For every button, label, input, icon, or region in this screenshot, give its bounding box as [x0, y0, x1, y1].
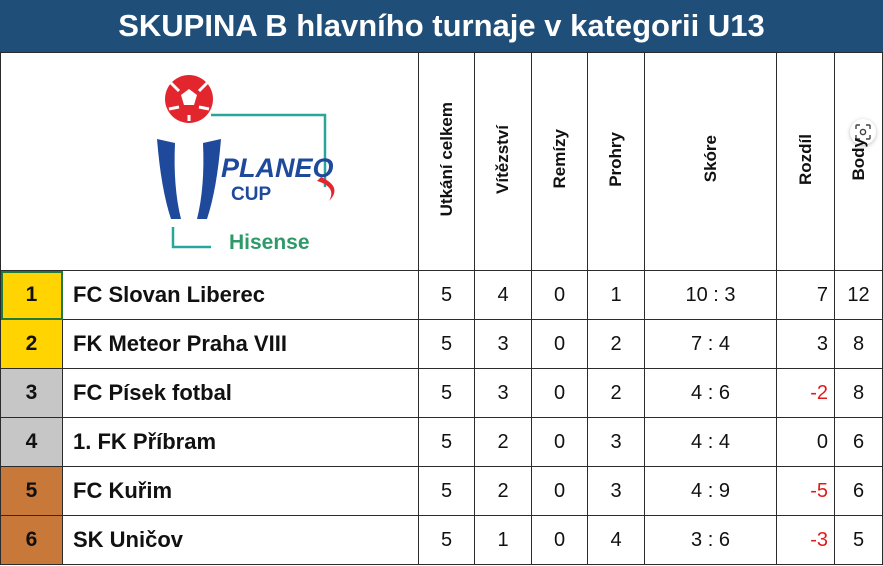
- points-cell[interactable]: 8: [834, 368, 883, 418]
- score-cell[interactable]: 10 : 3: [644, 270, 777, 320]
- header-points: Body: [834, 52, 883, 271]
- logo-frame-bottom: [171, 227, 211, 249]
- score-cell[interactable]: 7 : 4: [644, 319, 777, 369]
- position-cell[interactable]: 6: [0, 515, 63, 565]
- losses-cell[interactable]: 1: [587, 270, 645, 320]
- football-patch: [181, 89, 197, 105]
- diff-cell[interactable]: -3: [776, 515, 835, 565]
- position-cell[interactable]: 4: [0, 417, 63, 467]
- draws-cell[interactable]: 0: [531, 515, 588, 565]
- points-cell[interactable]: 6: [834, 466, 883, 516]
- wins-cell[interactable]: 3: [474, 319, 532, 369]
- logo-sponsor-text: Hisense: [229, 231, 310, 254]
- draws-cell[interactable]: 0: [531, 368, 588, 418]
- score-cell[interactable]: 4 : 9: [644, 466, 777, 516]
- standings-table: PLANEO CUP Hisense Utkání celkem Vítězst…: [0, 52, 883, 565]
- team-name[interactable]: FK Meteor Praha VIII: [62, 319, 419, 369]
- wins-cell[interactable]: 2: [474, 466, 532, 516]
- planeo-cup-logo: PLANEO CUP Hisense: [151, 69, 351, 259]
- wins-cell[interactable]: 1: [474, 515, 532, 565]
- header-diff: Rozdíl: [776, 52, 835, 271]
- diff-cell[interactable]: -5: [776, 466, 835, 516]
- football-seams: [168, 81, 210, 121]
- table-row: 1 FC Slovan Liberec 5 4 0 1 10 : 3 7 12: [0, 270, 883, 320]
- header-played: Utkání celkem: [418, 52, 475, 271]
- draws-cell[interactable]: 0: [531, 417, 588, 467]
- team-name[interactable]: FC Slovan Liberec: [62, 270, 419, 320]
- team-name[interactable]: FC Písek fotbal: [62, 368, 419, 418]
- draws-cell[interactable]: 0: [531, 270, 588, 320]
- header-row: PLANEO CUP Hisense Utkání celkem Vítězst…: [0, 52, 883, 271]
- draws-cell[interactable]: 0: [531, 466, 588, 516]
- played-cell[interactable]: 5: [418, 515, 475, 565]
- team-name[interactable]: SK Uničov: [62, 515, 419, 565]
- header-played-label: Utkání celkem: [436, 101, 456, 217]
- header-wins: Vítězství: [474, 52, 532, 271]
- losses-cell[interactable]: 3: [587, 466, 645, 516]
- trophy-right-arm: [197, 139, 221, 219]
- header-draws: Remízy: [531, 52, 588, 271]
- score-cell[interactable]: 4 : 4: [644, 417, 777, 467]
- trophy-left-arm: [157, 139, 181, 219]
- logo-graphic: [157, 75, 335, 249]
- screenshot-lens-icon[interactable]: [850, 119, 876, 145]
- header-losses: Prohry: [587, 52, 645, 271]
- position-cell[interactable]: 1: [0, 270, 63, 320]
- played-cell[interactable]: 5: [418, 270, 475, 320]
- team-name[interactable]: FC Kuřim: [62, 466, 419, 516]
- header-diff-label: Rozdíl: [795, 133, 815, 185]
- losses-cell[interactable]: 2: [587, 368, 645, 418]
- header-score-label: Skóre: [700, 135, 720, 183]
- diff-cell[interactable]: 3: [776, 319, 835, 369]
- wins-cell[interactable]: 3: [474, 368, 532, 418]
- header-losses-label: Prohry: [606, 131, 625, 187]
- table-row: 6 SK Uničov 5 1 0 4 3 : 6 -3 5: [0, 515, 883, 565]
- logo-swoosh: [317, 177, 335, 201]
- team-name[interactable]: 1. FK Příbram: [62, 417, 419, 467]
- diff-cell[interactable]: -2: [776, 368, 835, 418]
- position-cell[interactable]: 3: [0, 368, 63, 418]
- header-score: Skóre: [644, 52, 777, 271]
- diff-cell[interactable]: 0: [776, 417, 835, 467]
- losses-cell[interactable]: 4: [587, 515, 645, 565]
- losses-cell[interactable]: 3: [587, 417, 645, 467]
- logo-brand-text: PLANEO: [221, 153, 334, 183]
- table-row: 2 FK Meteor Praha VIII 5 3 0 2 7 : 4 3 8: [0, 319, 883, 369]
- table-row: 3 FC Písek fotbal 5 3 0 2 4 : 6 -2 8: [0, 368, 883, 418]
- table-row: 4 1. FK Příbram 5 2 0 3 4 : 4 0 6: [0, 417, 883, 467]
- played-cell[interactable]: 5: [418, 417, 475, 467]
- logo-frame-top: [211, 113, 327, 187]
- header-points-label: Body: [848, 137, 868, 181]
- wins-cell[interactable]: 2: [474, 417, 532, 467]
- score-cell[interactable]: 3 : 6: [644, 515, 777, 565]
- logo-cell: PLANEO CUP Hisense: [0, 52, 419, 271]
- position-cell[interactable]: 5: [0, 466, 63, 516]
- diff-cell[interactable]: 7: [776, 270, 835, 320]
- table-row: 5 FC Kuřim 5 2 0 3 4 : 9 -5 6: [0, 466, 883, 516]
- points-cell[interactable]: 5: [834, 515, 883, 565]
- played-cell[interactable]: 5: [418, 466, 475, 516]
- losses-cell[interactable]: 2: [587, 319, 645, 369]
- points-cell[interactable]: 12: [834, 270, 883, 320]
- header-wins-label: Vítězství: [493, 124, 512, 194]
- page-title: SKUPINA B hlavního turnaje v kategorii U…: [0, 0, 883, 52]
- points-cell[interactable]: 8: [834, 319, 883, 369]
- wins-cell[interactable]: 4: [474, 270, 532, 320]
- played-cell[interactable]: 5: [418, 319, 475, 369]
- logo-cup-text: CUP: [231, 184, 272, 205]
- header-draws-label: Remízy: [549, 129, 569, 189]
- draws-cell[interactable]: 0: [531, 319, 588, 369]
- played-cell[interactable]: 5: [418, 368, 475, 418]
- points-cell[interactable]: 6: [834, 417, 883, 467]
- position-cell[interactable]: 2: [0, 319, 63, 369]
- score-cell[interactable]: 4 : 6: [644, 368, 777, 418]
